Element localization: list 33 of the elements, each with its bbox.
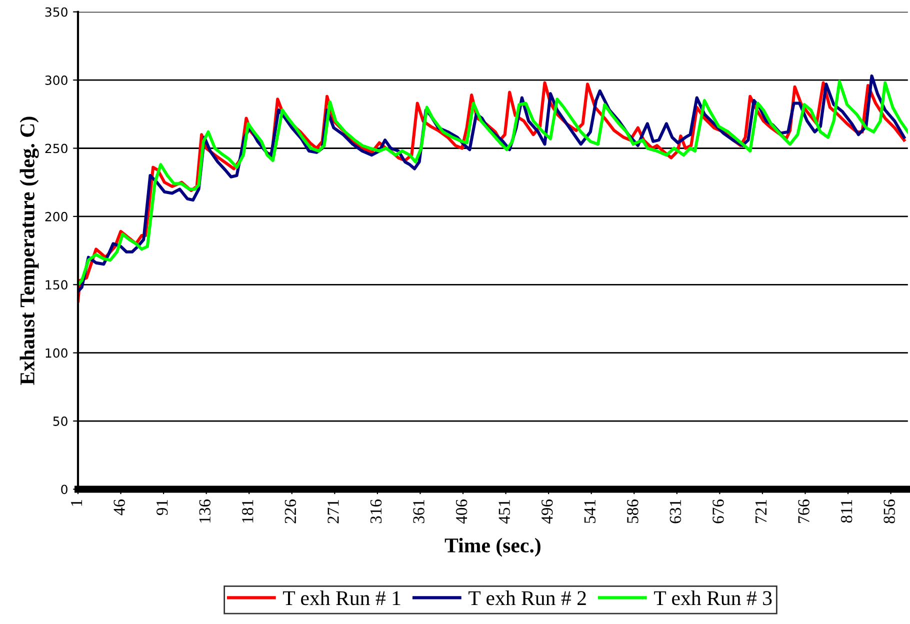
x-tick-label: 271	[328, 500, 339, 524]
x-tick-label: 721	[755, 500, 766, 523]
y-tick-label: 300	[45, 76, 68, 85]
x-tick-label: 361	[413, 500, 424, 524]
x-tick-label: 856	[884, 499, 895, 524]
y-tick-label: 100	[46, 348, 68, 358]
y-axis-title: Exhaust Temperature (deg. C)	[20, 116, 39, 385]
x-tick-label: 226	[284, 499, 296, 524]
x-axis-title: Time (sec.)	[444, 538, 540, 557]
x-tick-label: 136	[199, 499, 210, 522]
x-tick-label: 496	[542, 499, 553, 524]
x-tick-label: 766	[798, 499, 810, 523]
y-tick-label: 250	[45, 144, 68, 154]
x-tick-label: 181	[242, 500, 254, 522]
x-tick-label: 91	[156, 500, 168, 516]
y-tick-label: 0	[61, 484, 68, 494]
legend-label: T exh Run # 1	[283, 590, 400, 606]
y-tick-label: 350	[45, 7, 68, 17]
x-tick-label: 811	[840, 500, 852, 523]
x-tick-label: 631	[670, 500, 682, 524]
x-tick-label: 406	[456, 499, 468, 524]
x-tick-label: 1	[70, 500, 82, 506]
y-tick-label: 150	[46, 280, 68, 290]
x-tick-label: 46	[114, 499, 125, 516]
legend-label: T exh Run # 2	[468, 590, 586, 606]
x-tick-label: 676	[712, 499, 724, 524]
legend-label: T exh Run # 3	[654, 590, 772, 606]
x-tick-label: 586	[627, 499, 638, 523]
x-tick-label: 451	[498, 500, 510, 524]
x-tick-label: 316	[370, 499, 382, 524]
y-tick-label: 50	[53, 416, 68, 426]
x-tick-label: 541	[584, 500, 596, 523]
y-tick-label: 200	[45, 212, 68, 222]
